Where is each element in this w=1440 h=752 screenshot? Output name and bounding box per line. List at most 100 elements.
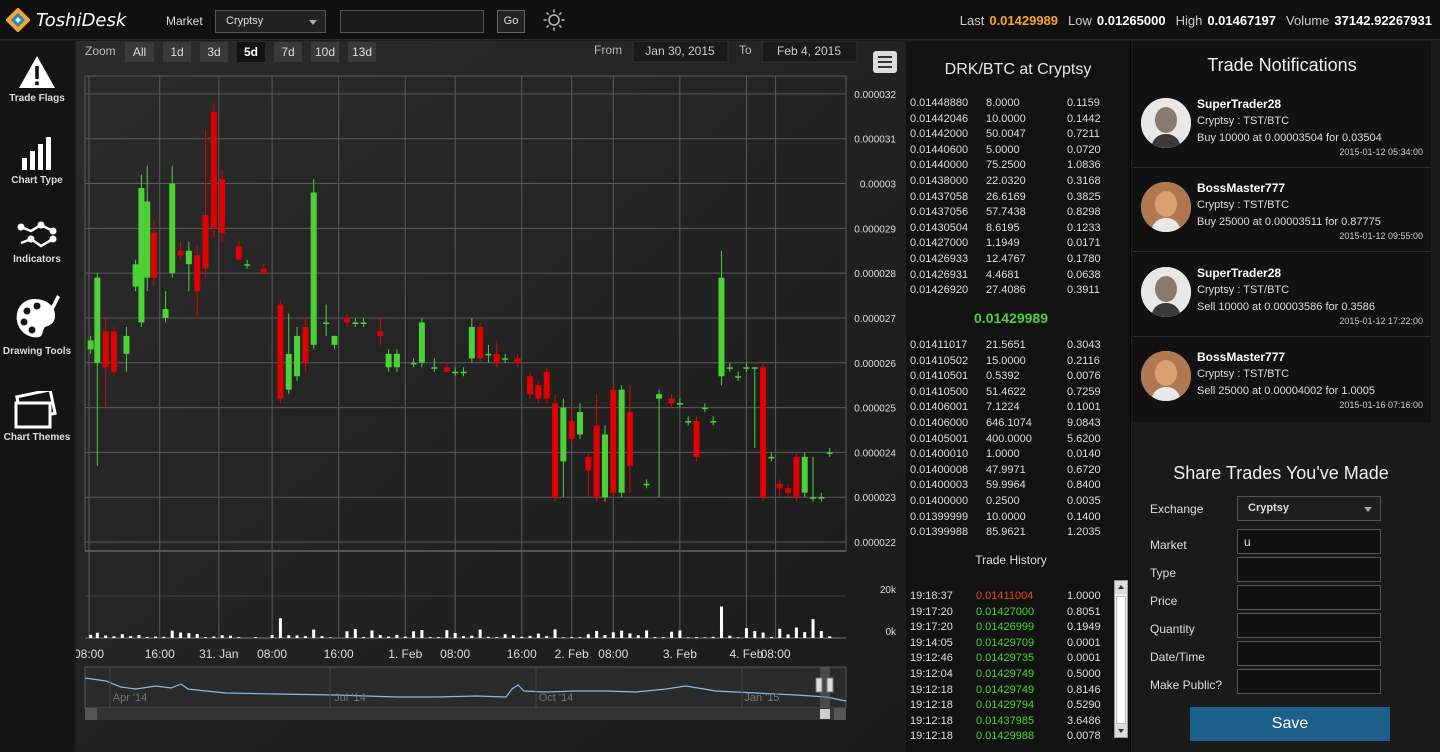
ask-row[interactable]: 0.01427000 1.1949 0.0171 — [910, 236, 1110, 252]
market-field[interactable] — [1237, 529, 1381, 554]
zoom-all-button[interactable]: All — [125, 42, 154, 62]
to-date-input[interactable]: Feb 4, 2015 — [761, 41, 858, 63]
notification-user[interactable]: SuperTrader28 — [1197, 97, 1282, 111]
sidebar-item-drawing-tools[interactable]: Drawing Tools — [0, 293, 74, 357]
exchange-select-value: Cryptsy — [1248, 502, 1289, 514]
volume-bar — [253, 637, 257, 638]
sun-icon[interactable] — [543, 9, 565, 31]
navigator-scroll-right[interactable] — [834, 708, 846, 720]
bid-row-price: 0.01400003 — [910, 479, 969, 492]
bid-row[interactable]: 0.01410501 0.5392 0.0076 — [910, 369, 1110, 385]
bid-row[interactable]: 0.01410500 51.4622 0.7259 — [910, 385, 1110, 401]
scroll-down-button[interactable] — [1115, 724, 1127, 737]
navigator-right-handle[interactable] — [826, 677, 834, 693]
bid-row[interactable]: 0.01406000 646.1074 9.0843 — [910, 416, 1110, 432]
notification-item[interactable]: BossMaster777 Cryptsy : TST/BTC Buy 2500… — [1133, 168, 1431, 252]
ask-row[interactable]: 0.01440000 75.2500 1.0836 — [910, 158, 1110, 174]
notification-user[interactable]: SuperTrader28 — [1197, 266, 1282, 280]
ask-row[interactable]: 0.01430504 8.6195 0.1233 — [910, 221, 1110, 237]
ask-row[interactable]: 0.01426931 4.4681 0.0638 — [910, 268, 1110, 284]
price-field[interactable] — [1237, 585, 1381, 610]
chart-menu-button[interactable] — [873, 51, 897, 73]
scroll-up-button[interactable] — [1115, 581, 1127, 594]
navigator-scroll-left[interactable] — [85, 708, 97, 720]
candle — [377, 317, 384, 345]
sidebar-item-trade-flags[interactable]: Trade Flags — [0, 54, 74, 104]
zoom-13d-button[interactable]: 13d — [348, 42, 376, 62]
candle-body — [468, 326, 475, 359]
candle — [310, 179, 317, 350]
notification-item[interactable]: BossMaster777 Cryptsy : TST/BTC Sell 250… — [1133, 337, 1431, 421]
type-field[interactable] — [1237, 557, 1381, 582]
candle-body — [776, 483, 783, 489]
bid-row[interactable]: 0.01400008 47.9971 0.6720 — [910, 463, 1110, 479]
ask-row-amount: 22.0320 — [986, 174, 1026, 187]
sidebar-item-chart-type[interactable]: Chart Type — [0, 136, 74, 186]
notification-user[interactable]: BossMaster777 — [1197, 350, 1286, 364]
navigator-scroll-thumb[interactable] — [820, 709, 830, 719]
sidebar-item-chart-themes[interactable]: Chart Themes — [0, 391, 74, 443]
x-tick-label: 3. Feb — [663, 647, 697, 661]
ask-row[interactable]: 0.01426933 12.4767 0.1780 — [910, 252, 1110, 268]
volume-bar — [462, 636, 465, 638]
ask-row[interactable]: 0.01448880 8.0000 0.1159 — [910, 96, 1110, 112]
save-button[interactable]: Save — [1190, 707, 1390, 741]
go-button[interactable]: Go — [497, 10, 525, 33]
bid-row-total: 5.6200 — [1067, 432, 1101, 445]
zoom-option-label: 13d — [352, 45, 372, 59]
candle-body — [502, 358, 509, 360]
market-search-input[interactable] — [340, 10, 484, 33]
bid-row[interactable]: 0.01400003 59.9964 0.8400 — [910, 478, 1110, 494]
from-date-input[interactable]: Jan 30, 2015 — [632, 41, 729, 63]
zoom-1d-button[interactable]: 1d — [163, 42, 191, 62]
volume-bar — [719, 606, 723, 638]
make-public-field[interactable] — [1237, 669, 1381, 694]
bid-row[interactable]: 0.01400000 0.2500 0.0035 — [910, 494, 1110, 510]
bid-row[interactable]: 0.01400010 1.0000 0.0140 — [910, 447, 1110, 463]
notification-item[interactable]: SuperTrader28 Cryptsy : TST/BTC Buy 1000… — [1133, 84, 1431, 168]
last-value: 0.01429989 — [989, 13, 1059, 28]
navigator-left-handle[interactable] — [815, 677, 823, 693]
bid-row[interactable]: 0.01410502 15.0000 0.2116 — [910, 354, 1110, 370]
bid-row-amount: 1.0000 — [986, 448, 1020, 461]
ask-row[interactable]: 0.01442046 10.0000 0.1442 — [910, 112, 1110, 128]
notification-item[interactable]: SuperTrader28 Cryptsy : TST/BTC Sell 100… — [1133, 253, 1431, 337]
scroll-thumb[interactable] — [1116, 596, 1126, 724]
datetime-field[interactable] — [1237, 641, 1381, 666]
ask-row[interactable]: 0.01426920 27.4086 0.3911 — [910, 283, 1110, 299]
bid-row[interactable]: 0.01406001 7.1224 0.1001 — [910, 400, 1110, 416]
avatar — [1141, 182, 1191, 232]
trade-history-scrollbar[interactable] — [1114, 580, 1128, 738]
zoom-3d-button[interactable]: 3d — [200, 42, 228, 62]
bid-row[interactable]: 0.01405001 400.0000 5.6200 — [910, 432, 1110, 448]
ask-row[interactable]: 0.01437056 57.7438 0.8298 — [910, 205, 1110, 221]
sidebar-item-indicators[interactable]: Indicators — [0, 219, 74, 265]
market-select[interactable]: Cryptsy — [215, 10, 326, 33]
navigator[interactable]: Apr '14 Jul '14 Oct '14 Jan '15 — [84, 666, 847, 720]
bid-row[interactable]: 0.01411017 21.5651 0.3043 — [910, 338, 1110, 354]
trade-qty: 0.8146 — [1067, 683, 1101, 696]
ask-row[interactable]: 0.01438000 22.0320 0.3168 — [910, 174, 1110, 190]
navigator-selection[interactable] — [820, 667, 830, 708]
candle — [701, 403, 708, 413]
notification-user[interactable]: BossMaster777 — [1197, 181, 1286, 195]
navigator-scrollbar[interactable] — [85, 708, 846, 720]
zoom-option-label: 3d — [207, 45, 220, 59]
candle-body — [277, 304, 284, 399]
price-chart[interactable]: Zoom All 1d 3d 5d 7d 10d 13d From Jan 30… — [76, 41, 906, 752]
candle — [302, 317, 309, 372]
exchange-select[interactable]: Cryptsy — [1237, 496, 1381, 521]
zoom-10d-button[interactable]: 10d — [311, 42, 339, 62]
candle-body — [710, 421, 717, 423]
ask-row[interactable]: 0.01442000 50.0047 0.7211 — [910, 127, 1110, 143]
zoom-7d-button[interactable]: 7d — [274, 42, 302, 62]
candle — [768, 452, 775, 462]
ask-row[interactable]: 0.01437058 26.6169 0.3825 — [910, 190, 1110, 206]
ask-row[interactable]: 0.01440600 5.0000 0.0720 — [910, 143, 1110, 159]
bid-row[interactable]: 0.01399988 85.9621 1.2035 — [910, 525, 1110, 541]
logo[interactable]: ToshiDesk — [6, 8, 126, 32]
bid-row[interactable]: 0.01399999 10.0000 0.1400 — [910, 510, 1110, 526]
quantity-field[interactable] — [1237, 613, 1381, 638]
candle-body — [735, 376, 742, 378]
zoom-5d-button[interactable]: 5d — [237, 42, 265, 62]
